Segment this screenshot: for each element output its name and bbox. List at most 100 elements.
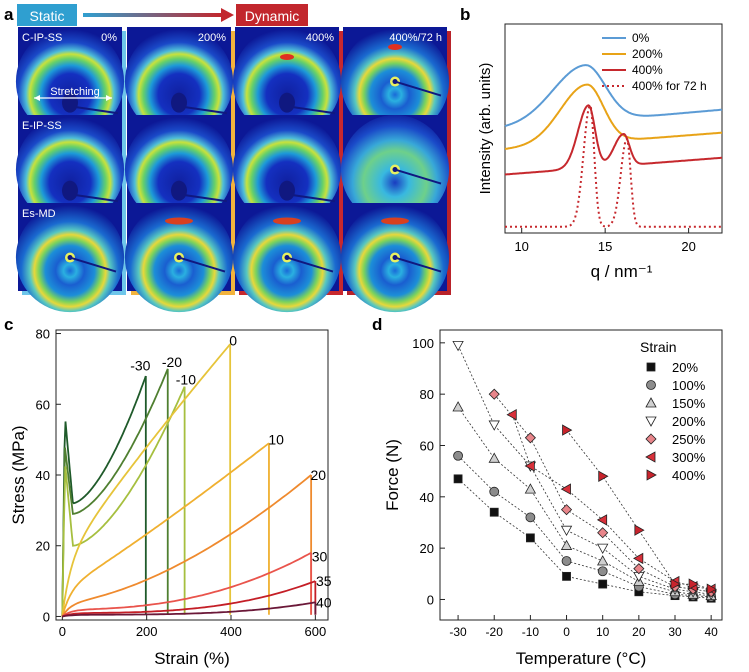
x-tick-label: 20 [681, 239, 695, 254]
hot-spot [381, 217, 409, 225]
row-label: Es-MD [22, 208, 56, 220]
panel-b-xrd-chart: b 10 15 20 q / nm⁻¹ Intensity (arb. units) 0% 2… [460, 5, 723, 281]
legend-marker [646, 380, 656, 390]
temperature-label: -30 [130, 357, 150, 373]
beamstop [171, 180, 187, 201]
beamstop [279, 92, 295, 113]
legend-label: 100% [672, 378, 706, 393]
y-tick-label: 80 [36, 327, 50, 342]
y-tick-label: 40 [36, 468, 50, 483]
beamstop [171, 92, 187, 113]
y-tick-label: 0 [427, 592, 434, 607]
data-point-6 [562, 424, 573, 436]
temperature-label: 35 [316, 573, 332, 589]
legend-label: 20% [672, 360, 698, 375]
data-point-3 [560, 525, 573, 537]
stress-strain-curve-1 [61, 368, 169, 617]
y-axis-label: Intensity (arb. units) [477, 63, 494, 195]
data-point-5 [506, 409, 517, 421]
temperature-label: -20 [162, 354, 182, 370]
x-tick-label: -30 [449, 625, 467, 639]
x-tick-label: -20 [486, 625, 504, 639]
beamstop-arm [286, 256, 334, 273]
beamstop [62, 180, 78, 201]
legend-label: 400% [672, 468, 706, 483]
stress-strain-curve-3 [61, 343, 231, 617]
legend-marker [645, 416, 657, 427]
beamstop-arm [69, 193, 119, 203]
stress-strain-curve-6 [61, 552, 312, 618]
col-label: 0% [101, 32, 117, 44]
y-tick-label: 60 [420, 438, 434, 453]
x-tick-label: 400 [220, 624, 242, 639]
y-tick-label: 60 [36, 397, 50, 412]
panel-c-letter: c [4, 315, 13, 334]
stress-strain-curve-4 [61, 442, 270, 617]
hot-spot [388, 44, 402, 50]
data-point-1 [525, 512, 536, 523]
panel-b-letter: b [460, 5, 470, 24]
beamstop-arm [394, 256, 442, 273]
static-dynamic-arrow [83, 13, 221, 17]
data-point-5 [524, 460, 535, 472]
static-label: Static [29, 8, 64, 24]
data-point-4 [524, 432, 536, 444]
data-point-0 [562, 571, 571, 581]
data-point-2 [524, 483, 537, 494]
diffraction-pattern [124, 115, 234, 225]
data-point-3 [597, 543, 609, 554]
x-axis-label: Strain (%) [154, 649, 230, 668]
legend-label: 200% [632, 47, 663, 61]
data-point-2 [488, 452, 500, 463]
diffraction-pattern [232, 26, 342, 137]
diffraction-pattern [124, 26, 234, 137]
temperature-label: 40 [316, 594, 332, 610]
legend-marker [646, 362, 656, 372]
series-line-0 [504, 64, 723, 127]
data-point-4 [560, 504, 573, 516]
row-label: E-IP-SS [22, 120, 62, 132]
data-point-3 [452, 340, 464, 352]
data-point-0 [453, 474, 463, 484]
data-point-4 [488, 388, 500, 400]
beamstop-arm [394, 80, 442, 97]
hot-spot [280, 54, 294, 60]
hot-spot [165, 217, 193, 225]
stress-strain-curve-5 [61, 474, 312, 618]
stretch-label: Stretching [50, 86, 100, 98]
beamstop-arm [178, 193, 228, 203]
dynamic-badge [236, 4, 308, 26]
data-point-3 [488, 420, 500, 431]
data-point-4 [633, 563, 645, 575]
data-point-0 [598, 579, 608, 589]
data-point-0 [489, 507, 499, 517]
x-tick-label: 10 [596, 625, 610, 639]
y-tick-label: 20 [36, 539, 50, 554]
data-point-1 [453, 450, 463, 461]
data-point-1 [561, 556, 572, 566]
data-point-2 [452, 401, 464, 412]
col-label: 200% [198, 32, 226, 44]
x-tick-label: 40 [704, 625, 718, 639]
legend-label: 150% [672, 396, 706, 411]
x-tick-label: 15 [598, 239, 612, 254]
panel-a: a Static Dynamic C-IP-SS E-IP-SS Es-MD 0% 200% 4… [4, 4, 451, 313]
x-tick-label: 10 [514, 239, 528, 254]
data-point-1 [489, 486, 500, 497]
beamstop-arm [69, 256, 117, 273]
x-axis-label: q / nm⁻¹ [591, 262, 653, 281]
beamstop [279, 180, 295, 201]
temperature-label: 20 [311, 467, 327, 483]
data-point-6 [688, 578, 699, 590]
legend-marker [645, 397, 657, 408]
series-line-1 [504, 83, 722, 150]
diffraction-pattern [15, 26, 125, 137]
panel-d-letter: d [372, 315, 382, 334]
legend-label: 400% for 72 h [632, 79, 707, 93]
stress-strain-curve-8 [62, 601, 316, 618]
legend-label: 0% [632, 31, 650, 45]
legend-label: 300% [672, 450, 706, 465]
panel-a-letter: a [4, 5, 14, 24]
